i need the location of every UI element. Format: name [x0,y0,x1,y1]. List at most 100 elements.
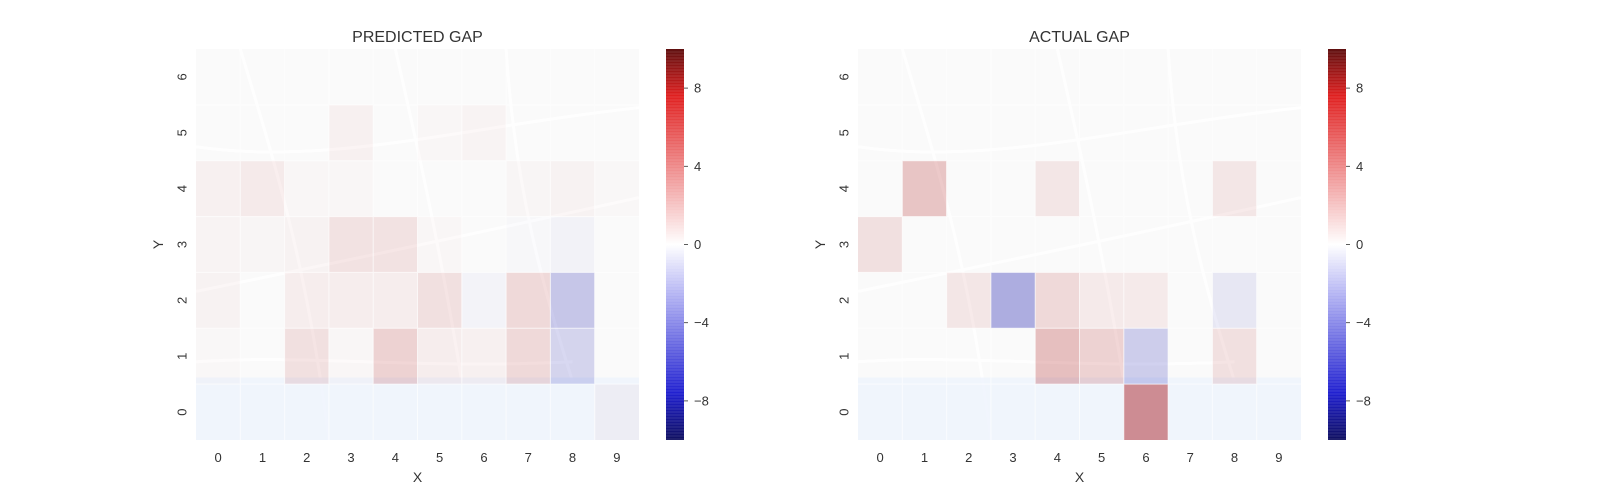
heatmap-cell [506,160,551,217]
heatmap-cell [902,328,947,385]
x-tick-label: 2 [965,450,972,465]
heatmap-cell [902,272,947,329]
heatmap-panel-1: PREDICTED GAP 0 1 2 3 4 5 6 7 8 9 X 6 5 4 3 2 1 0 Y 8 4 0 −4 −8 [150,29,709,485]
heatmap-cell [328,272,374,329]
heatmap-cell [196,384,241,440]
heatmap-cell [946,328,991,385]
heatmap-cell [1256,328,1301,385]
heatmap-cell [461,216,507,273]
heatmap-cell [1123,49,1169,105]
heatmap-cell [1212,216,1257,273]
heatmap-cell [1256,384,1301,440]
heatmap-cell [461,272,507,329]
heatmap-cell [1035,49,1080,105]
heatmap-cell [858,272,903,329]
x-tick-label: 9 [613,450,620,465]
chart-title: PREDICTED GAP [352,29,483,46]
x-tick-label: 6 [1142,450,1149,465]
heatmap-cell [1123,272,1169,329]
heatmap-cell [196,328,241,385]
heatmap-cells [858,49,1301,440]
heatmap-cell [990,216,1036,273]
heatmap-cell [594,104,639,161]
colorbar-gradient [1328,49,1346,440]
heatmap-cell [461,328,507,385]
heatmap-cell [328,160,374,217]
heatmap-cell [858,49,903,105]
heatmap-cell [1212,160,1257,217]
heatmap-cell [1168,328,1213,385]
heatmap-cell [373,272,418,329]
y-tick-label: 3 [175,241,190,248]
heatmap-cell [417,216,462,273]
heatmap-cell [946,216,991,273]
heatmap-cell [1212,384,1257,440]
heatmap-cell [240,49,285,105]
x-tick-label: 4 [1054,450,1061,465]
heatmap-cell [902,49,947,105]
colorbar-gradient [666,49,684,440]
heatmap-cell [373,328,418,385]
heatmap-cell [550,49,595,105]
heatmap-cell [417,328,462,385]
y-tick-label: 5 [175,129,190,136]
heatmap-cell [946,160,991,217]
heatmap-cell [373,104,418,161]
colorbar-tick-label: 0 [694,237,701,252]
heatmap-cell [1079,272,1124,329]
colorbar-tick-label: 4 [1356,159,1363,174]
heatmap-cell [946,49,991,105]
colorbar-tick-label: −4 [1356,315,1371,330]
heatmap-cell [284,49,329,105]
heatmap-cell [990,328,1036,385]
x-tick-label: 6 [480,450,487,465]
heatmap-cell [1256,160,1301,217]
heatmap-cell [461,160,507,217]
heatmap-cell [990,384,1036,440]
heatmap-cell [1123,216,1169,273]
heatmap-cell [417,160,462,217]
heatmap-cell [284,160,329,217]
y-axis-label: Y [150,239,166,249]
x-axis-label: X [1075,469,1085,485]
colorbar-tick-label: 0 [1356,237,1363,252]
heatmap-cell [594,328,639,385]
y-tick-label: 2 [175,297,190,304]
heatmap-cell [1256,272,1301,329]
heatmap-cell [550,104,595,161]
heatmap-cell [550,384,595,440]
x-tick-label: 3 [1009,450,1016,465]
heatmap-cell [1256,49,1301,105]
heatmap-cell [373,384,418,440]
x-tick-label: 0 [877,450,884,465]
heatmap-panel-2: ACTUAL GAP 0 1 2 3 4 5 6 7 8 9 X 6 5 4 3 2 1 0 Y 8 4 0 −4 −8 [812,29,1371,485]
x-tick-label: 4 [392,450,399,465]
heatmap-cell [1256,104,1301,161]
heatmap-cell [373,160,418,217]
heatmap-cell [902,160,947,217]
x-axis-label: X [413,469,423,485]
heatmap-cell [240,384,285,440]
heatmap-cell [1123,328,1169,385]
colorbar-tick-label: 8 [694,81,701,96]
heatmap-cell [1079,328,1124,385]
heatmap-cell [902,104,947,161]
heatmap-cell [506,384,551,440]
x-tick-label: 1 [921,450,928,465]
heatmap-cell [594,384,639,440]
heatmap-cell [594,272,639,329]
heatmap-cell [1035,216,1080,273]
heatmap-cell [1079,49,1124,105]
heatmap-cell [594,216,639,273]
colorbar-tick-label: 8 [1356,81,1363,96]
heatmap-cell [1035,104,1080,161]
heatmap-cell [417,104,462,161]
heatmap-cell [240,160,285,217]
heatmap-cell [1168,104,1213,161]
y-tick-label: 6 [175,73,190,80]
heatmap-cell [1168,216,1213,273]
heatmap-cell [196,216,241,273]
y-tick-label: 5 [837,129,852,136]
heatmap-cell [1123,160,1169,217]
colorbar: 8 4 0 −4 −8 [666,49,709,440]
